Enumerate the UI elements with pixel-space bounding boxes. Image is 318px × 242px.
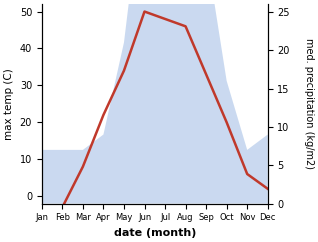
Y-axis label: med. precipitation (kg/m2): med. precipitation (kg/m2) (304, 38, 314, 169)
Y-axis label: max temp (C): max temp (C) (4, 68, 14, 140)
X-axis label: date (month): date (month) (114, 228, 196, 238)
